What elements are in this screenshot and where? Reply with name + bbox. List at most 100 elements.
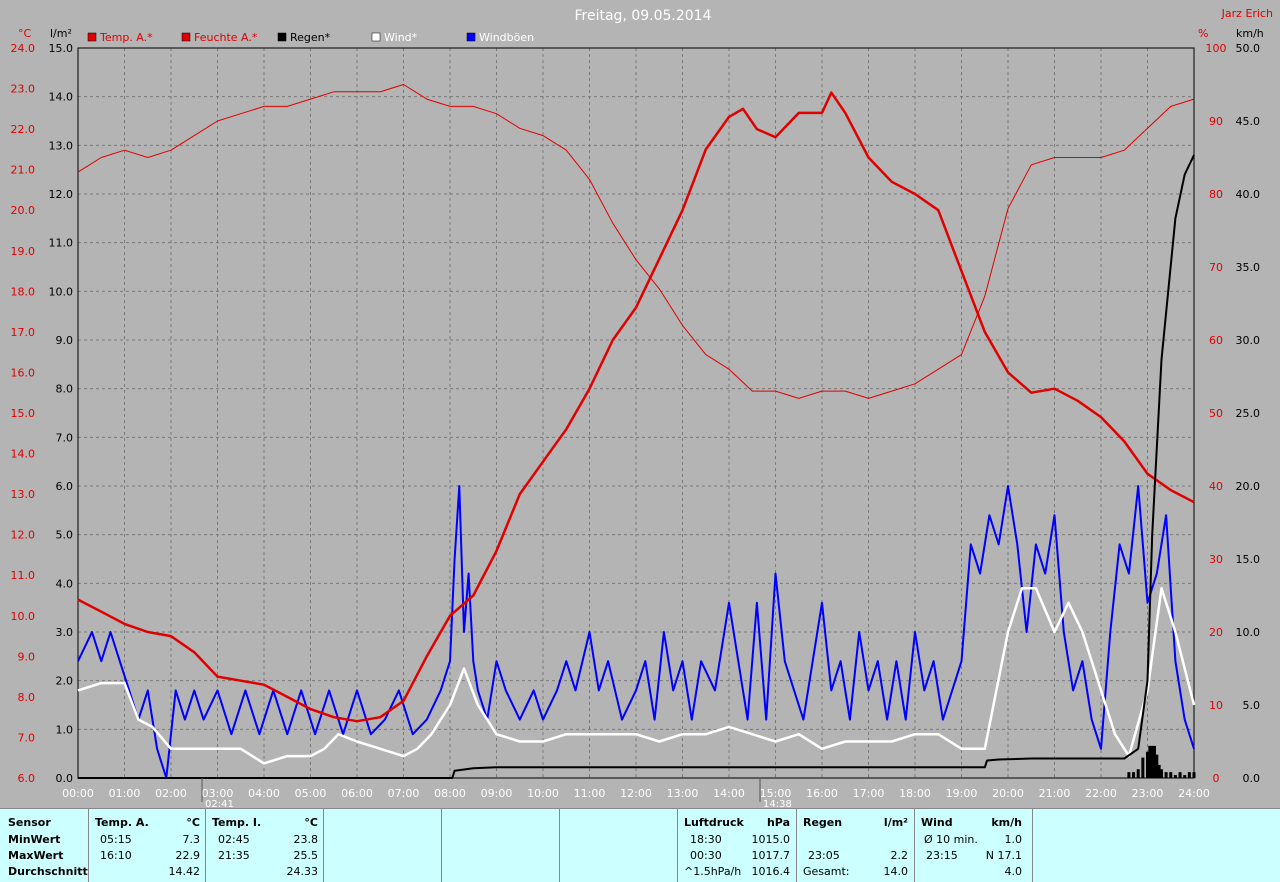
x-tick-label: 08:00: [434, 787, 466, 800]
temp-tick-label: 6.0: [18, 772, 36, 785]
temp-tick-label: 7.0: [18, 731, 36, 744]
temp-tick-label: 12.0: [11, 529, 36, 542]
temp-tick-label: 8.0: [18, 691, 36, 704]
temp-a-max-time: 16:10: [100, 849, 132, 862]
hum-tick-label: 10: [1209, 699, 1223, 712]
wind-avg10-value: 1.0: [1004, 833, 1023, 846]
rain-tick-label: 8.0: [56, 383, 74, 396]
legend-label: Windböen: [479, 31, 534, 44]
hum-tick-label: 70: [1209, 261, 1223, 274]
legend-swatch: [466, 32, 476, 42]
rain-bar: [1183, 775, 1187, 778]
x-tick-label: 03:00: [202, 787, 234, 800]
pressure-max-value: 1017.7: [751, 849, 791, 862]
wind-max-time: 23:15: [926, 849, 958, 862]
hum-tick-label: 30: [1209, 553, 1223, 566]
temp-i-avg-value: 24.33: [286, 865, 319, 878]
temp-tick-label: 11.0: [11, 569, 36, 582]
rain-bar: [1148, 745, 1152, 778]
hum-unit-label: %: [1198, 27, 1208, 40]
rain-tick-label: 13.0: [49, 139, 74, 152]
wind-unit-label: km/h: [1236, 27, 1264, 40]
rain-tick-label: 15.0: [49, 42, 74, 55]
legend-label: Feuchte A.*: [194, 31, 258, 44]
temp-tick-label: 24.0: [11, 42, 36, 55]
x-tick-label: 04:00: [248, 787, 280, 800]
x-tick-label: 14:00: [713, 787, 745, 800]
temp-tick-label: 9.0: [18, 650, 36, 663]
wind-tick-label: 35.0: [1236, 261, 1261, 274]
temp-tick-label: 14.0: [11, 448, 36, 461]
temp-unit-label: °C: [18, 27, 32, 40]
temp-a-min-time: 05:15: [100, 833, 132, 846]
temp-tick-label: 23.0: [11, 83, 36, 96]
series-line-0: [77, 91, 1195, 723]
stats-header-max: MaxWert: [8, 849, 64, 862]
pressure-title: Luftdruck: [684, 816, 744, 829]
rain-max-time: 23:05: [808, 849, 840, 862]
hum-tick-label: 50: [1209, 407, 1223, 420]
plot-frame: [77, 47, 1195, 779]
rain-tick-label: 5.0: [56, 529, 74, 542]
wind-avg10-label: Ø 10 min.: [924, 833, 978, 846]
temp-tick-label: 10.0: [11, 610, 36, 623]
rain-bar: [1136, 769, 1140, 778]
temp-a-avg-value: 14.42: [168, 865, 201, 878]
wind-tick-label: 50.0: [1236, 42, 1261, 55]
temp-tick-label: 15.0: [11, 407, 36, 420]
x-tick-label: 05:00: [295, 787, 327, 800]
temp-i-max-value: 25.5: [293, 849, 319, 862]
axis-ticks: 00:00 01:00 02:00 03:00 04:00 05:00 06:00 07:00…: [11, 42, 1261, 800]
temp-tick-label: 19.0: [11, 245, 36, 258]
temp-tick-label: 20.0: [11, 204, 36, 217]
hum-tick-label: 90: [1209, 115, 1223, 128]
pressure-trend: ^1.5hPa/h: [684, 865, 742, 878]
series-line-3: [77, 586, 1196, 765]
legend: Temp. A.* Feuchte A.* Regen* Wind* Windböen: [87, 31, 534, 44]
wind-unit: km/h: [991, 816, 1022, 829]
x-tick-label: 24:00: [1178, 787, 1210, 800]
x-tick-label: 10:00: [527, 787, 559, 800]
x-tick-label: 06:00: [341, 787, 373, 800]
wind-avg-value: 4.0: [1004, 865, 1023, 878]
legend-swatch: [277, 32, 287, 42]
legend-label: Wind*: [384, 31, 418, 44]
marker-label: 14:38: [763, 799, 792, 808]
wind-tick-label: 15.0: [1236, 553, 1261, 566]
x-tick-label: 16:00: [806, 787, 838, 800]
marker-label: 02:41: [205, 799, 234, 808]
temp-a-min-value: 7.3: [182, 833, 201, 846]
legend-label: Regen*: [290, 31, 331, 44]
rain-total-value: 14.0: [883, 865, 909, 878]
pressure-max-time: 00:30: [690, 849, 722, 862]
temp-a-unit: °C: [186, 816, 200, 829]
rain-tick-label: 6.0: [56, 480, 74, 493]
temp-a-max-value: 22.9: [175, 849, 201, 862]
wind-tick-label: 0.0: [1243, 772, 1261, 785]
temp-tick-label: 22.0: [11, 123, 36, 136]
pressure-avg-value: 1016.4: [751, 865, 791, 878]
legend-swatch: [87, 32, 97, 42]
x-tick-label: 23:00: [1132, 787, 1164, 800]
hum-tick-label: 0: [1213, 772, 1220, 785]
temp-tick-label: 16.0: [11, 366, 36, 379]
statistics-panel: Sensor MinWert MaxWert Durchschnitt Temp…: [0, 808, 1280, 882]
x-tick-label: 02:00: [155, 787, 187, 800]
x-tick-label: 22:00: [1085, 787, 1117, 800]
temp-i-title: Temp. I.: [212, 816, 262, 829]
x-tick-label: 20:00: [992, 787, 1024, 800]
x-tick-label: 17:00: [853, 787, 885, 800]
wind-tick-label: 20.0: [1236, 480, 1261, 493]
temp-tick-label: 21.0: [11, 164, 36, 177]
rain-tick-label: 9.0: [56, 334, 74, 347]
author-label: Jarz Erich: [1221, 7, 1273, 20]
x-tick-label: 12:00: [620, 787, 652, 800]
weather-chart: Freitag, 09.05.2014 Jarz Erich °C l/m² %…: [11, 7, 1274, 808]
wind-tick-label: 10.0: [1236, 626, 1261, 639]
rain-bar: [1152, 745, 1156, 778]
x-tick-label: 18:00: [899, 787, 931, 800]
pressure-min-time: 18:30: [690, 833, 722, 846]
stats-header-sensor: Sensor: [8, 816, 51, 829]
rain-bars: [1127, 745, 1196, 778]
hum-tick-label: 80: [1209, 188, 1223, 201]
